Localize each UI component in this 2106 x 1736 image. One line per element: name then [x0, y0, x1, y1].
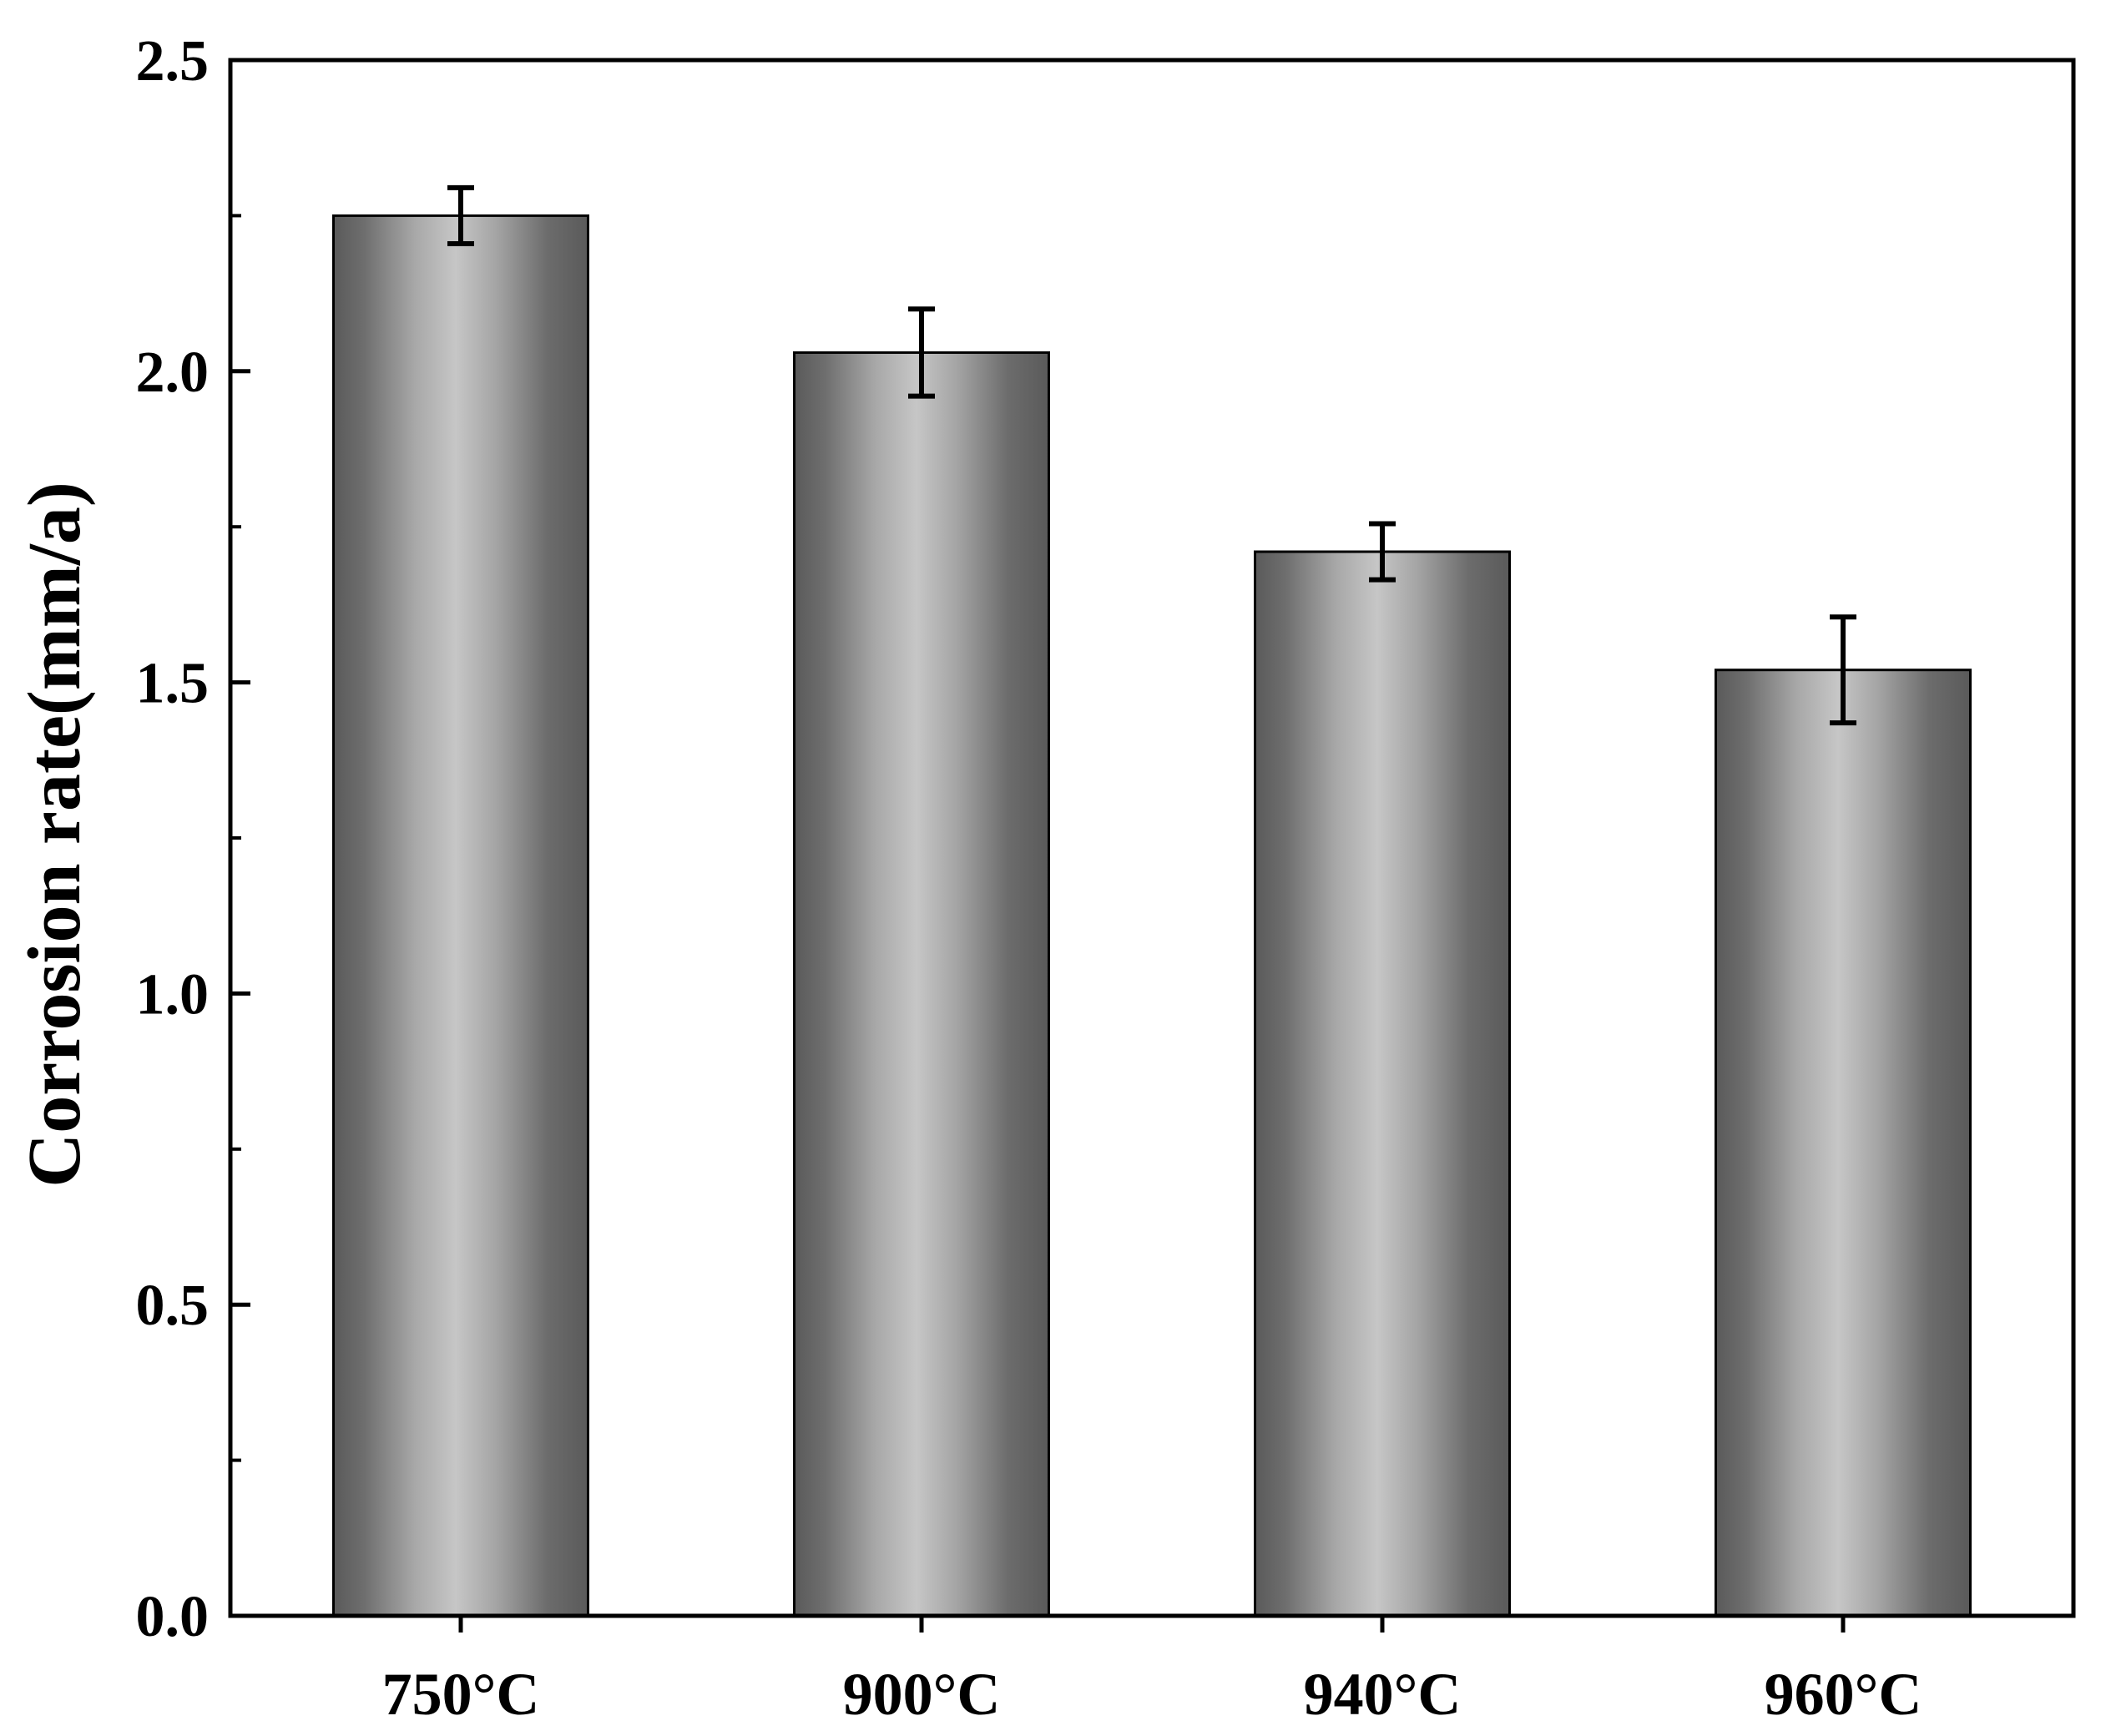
bar-2	[793, 351, 1050, 1617]
x-tick-label: 940°C	[1304, 1661, 1462, 1728]
bars-layer	[332, 214, 1972, 1617]
x-tick-label: 900°C	[843, 1661, 1001, 1728]
bar-4	[1715, 669, 1972, 1617]
y-tick-label: 2.5	[136, 29, 210, 93]
x-tick-label: 960°C	[1765, 1661, 1922, 1728]
x-tick-label: 750°C	[382, 1661, 540, 1728]
y-axis-title: Corrosion rate(mm/a)	[13, 482, 96, 1188]
y-tick-label: 0.5	[136, 1274, 210, 1338]
bar-1	[332, 214, 589, 1617]
error-bar-3	[1369, 521, 1396, 583]
error-bar-4	[1830, 614, 1856, 726]
error-bars-layer	[447, 184, 1856, 726]
labels-layer: Corrosion rate(mm/a) 750°C 900°C 940°C 960°…	[13, 29, 1922, 1728]
y-tick-label: 0.0	[136, 1585, 210, 1649]
y-tick-label: 2.0	[136, 341, 210, 405]
error-bar-1	[447, 184, 474, 246]
error-bar-2	[908, 306, 935, 399]
y-tick-label: 1.5	[136, 652, 210, 716]
bar-3	[1254, 550, 1511, 1617]
y-tick-label: 1.0	[136, 962, 210, 1027]
axes-layer	[228, 58, 2076, 1633]
